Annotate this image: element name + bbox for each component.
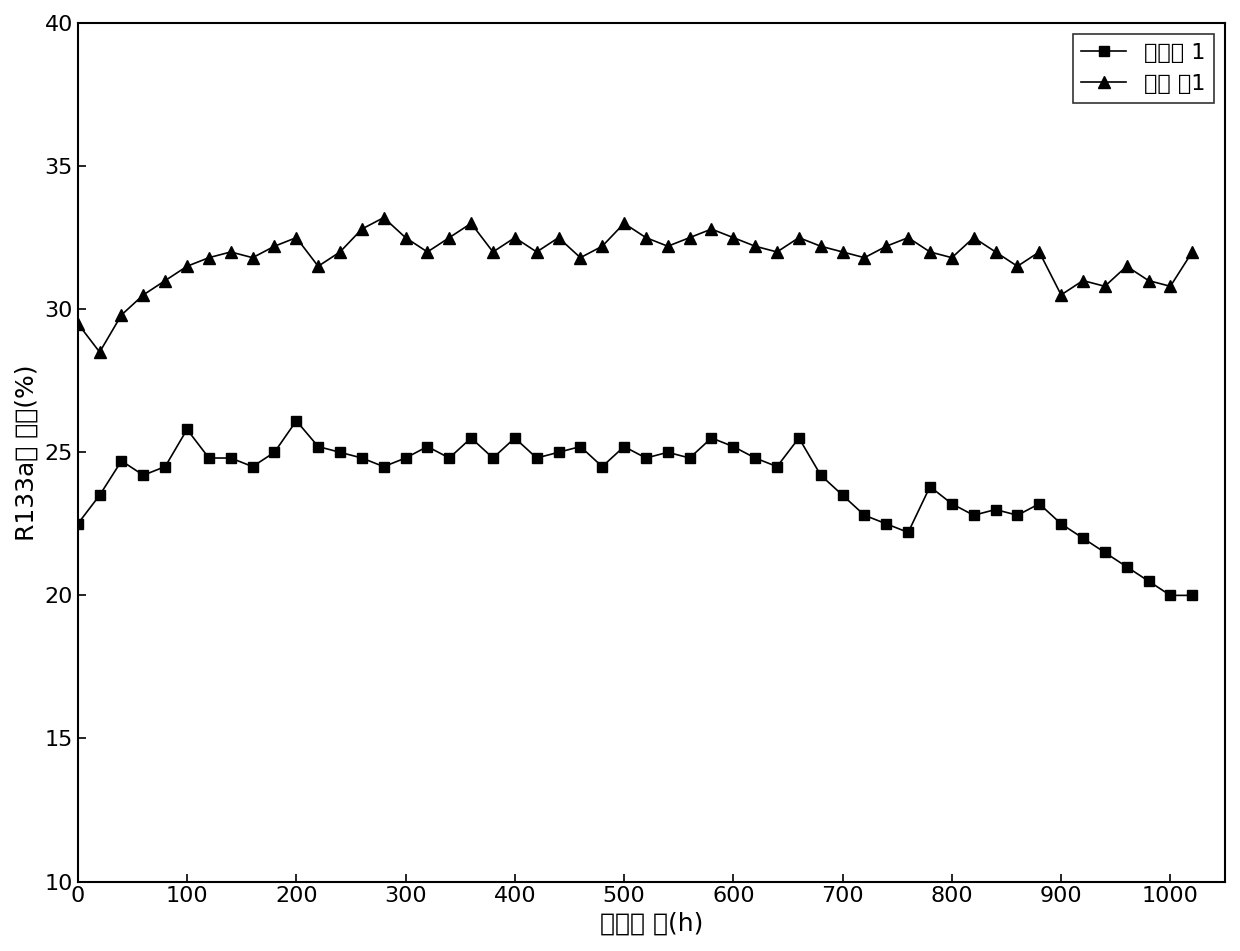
实施 例1 — [704, 223, 719, 235]
实施 例1 — [71, 318, 86, 329]
对比例 1 — [616, 441, 631, 453]
对比例 1 — [813, 470, 828, 481]
实施 例1 — [1184, 246, 1199, 258]
实施 例1 — [376, 212, 391, 223]
实施 例1 — [507, 232, 522, 243]
对比例 1 — [1163, 590, 1178, 601]
对比例 1 — [770, 461, 785, 473]
对比例 1 — [1184, 590, 1199, 601]
X-axis label: 反应时 间(h): 反应时 间(h) — [600, 912, 703, 936]
Line: 对比例 1: 对比例 1 — [73, 416, 1197, 600]
实施 例1 — [836, 246, 851, 258]
Y-axis label: R133a转 化率(%): R133a转 化率(%) — [15, 364, 38, 540]
对比例 1 — [157, 461, 172, 473]
对比例 1 — [486, 453, 501, 464]
对比例 1 — [289, 415, 304, 426]
Line: 实施 例1: 实施 例1 — [72, 211, 1199, 359]
实施 例1 — [639, 232, 653, 243]
实施 例1 — [180, 261, 195, 272]
实施 例1 — [92, 346, 107, 358]
Legend: 对比例 1, 实施 例1: 对比例 1, 实施 例1 — [1073, 34, 1214, 103]
对比例 1 — [71, 518, 86, 530]
对比例 1 — [682, 453, 697, 464]
实施 例1 — [791, 232, 806, 243]
